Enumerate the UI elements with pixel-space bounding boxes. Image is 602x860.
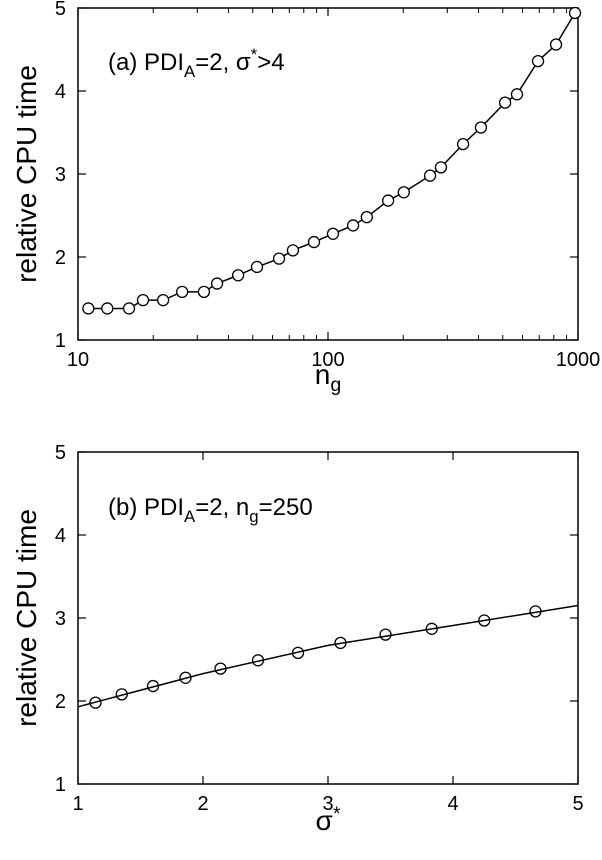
data-point xyxy=(326,227,340,240)
x-tick-label: 2 xyxy=(197,793,208,815)
series-line xyxy=(77,604,579,708)
x-tick-label: 4 xyxy=(447,793,458,815)
annotation-part: A xyxy=(184,507,196,526)
x-tick-label: 1 xyxy=(72,793,83,815)
annotation: (b) PDIA=2, ng=250 xyxy=(108,494,313,526)
data-point xyxy=(379,628,392,641)
data-point xyxy=(568,6,582,20)
data-point xyxy=(197,285,211,299)
annotation-part: g xyxy=(249,507,258,526)
x-tick-label: 3 xyxy=(322,793,333,815)
annotation-part: =250 xyxy=(259,494,313,521)
x-tick-label: 5 xyxy=(572,793,583,815)
annotation: (a) PDIA=2, σ*>4 xyxy=(108,45,285,81)
y-tick-label: 1 xyxy=(55,774,66,796)
data-point xyxy=(82,302,95,315)
data-point xyxy=(381,194,395,207)
y-tick-label: 3 xyxy=(55,164,66,186)
data-point xyxy=(531,54,545,68)
x-axis-label-part: g xyxy=(330,374,341,396)
annotation-part: * xyxy=(251,45,258,64)
annotation-part: =2, n xyxy=(195,494,249,521)
x-axis-label-part: n xyxy=(315,359,331,390)
y-tick-label: 5 xyxy=(55,0,66,20)
data-point xyxy=(101,302,114,315)
data-point xyxy=(423,169,437,182)
data-point xyxy=(456,137,470,151)
data-point xyxy=(549,38,563,51)
annotation-part: (b) PDI xyxy=(108,494,184,521)
data-point xyxy=(397,186,410,199)
annotation-part: (a) PDI xyxy=(108,49,184,76)
data-point xyxy=(272,252,286,265)
y-tick-label: 5 xyxy=(55,442,66,464)
x-axis-label: σ* xyxy=(316,803,341,836)
y-axis-label: relative CPU time xyxy=(11,65,42,283)
y-axis-label: relative CPU time xyxy=(11,509,42,727)
x-tick-label: 1000 xyxy=(556,349,601,371)
x-tick-label: 100 xyxy=(311,349,344,371)
y-tick-label: 4 xyxy=(55,525,66,547)
data-point xyxy=(498,96,512,109)
data-point xyxy=(360,211,373,224)
x-tick-label: 10 xyxy=(67,349,89,371)
annotation-part: >4 xyxy=(257,49,284,76)
data-point xyxy=(176,285,189,299)
annotation-part: =2, σ xyxy=(195,49,251,76)
data-point xyxy=(307,235,321,249)
x-axis-label: ng xyxy=(315,359,341,396)
data-point xyxy=(136,294,150,307)
y-tick-label: 2 xyxy=(55,247,66,269)
data-point xyxy=(434,161,448,174)
y-tick-label: 4 xyxy=(55,81,66,103)
data-point xyxy=(231,269,245,282)
y-tick-label: 3 xyxy=(55,608,66,630)
data-point xyxy=(286,244,300,257)
data-point xyxy=(156,294,170,307)
y-tick-label: 2 xyxy=(55,691,66,713)
annotation-part: A xyxy=(184,62,196,81)
x-axis-label-part: σ xyxy=(316,805,333,836)
data-point xyxy=(122,302,136,315)
data-point xyxy=(346,219,360,232)
y-tick-label: 1 xyxy=(55,330,66,352)
data-point xyxy=(510,88,524,101)
data-point xyxy=(474,121,488,134)
x-axis-label-part: * xyxy=(333,803,341,825)
data-point xyxy=(250,260,264,274)
data-point xyxy=(210,277,224,290)
